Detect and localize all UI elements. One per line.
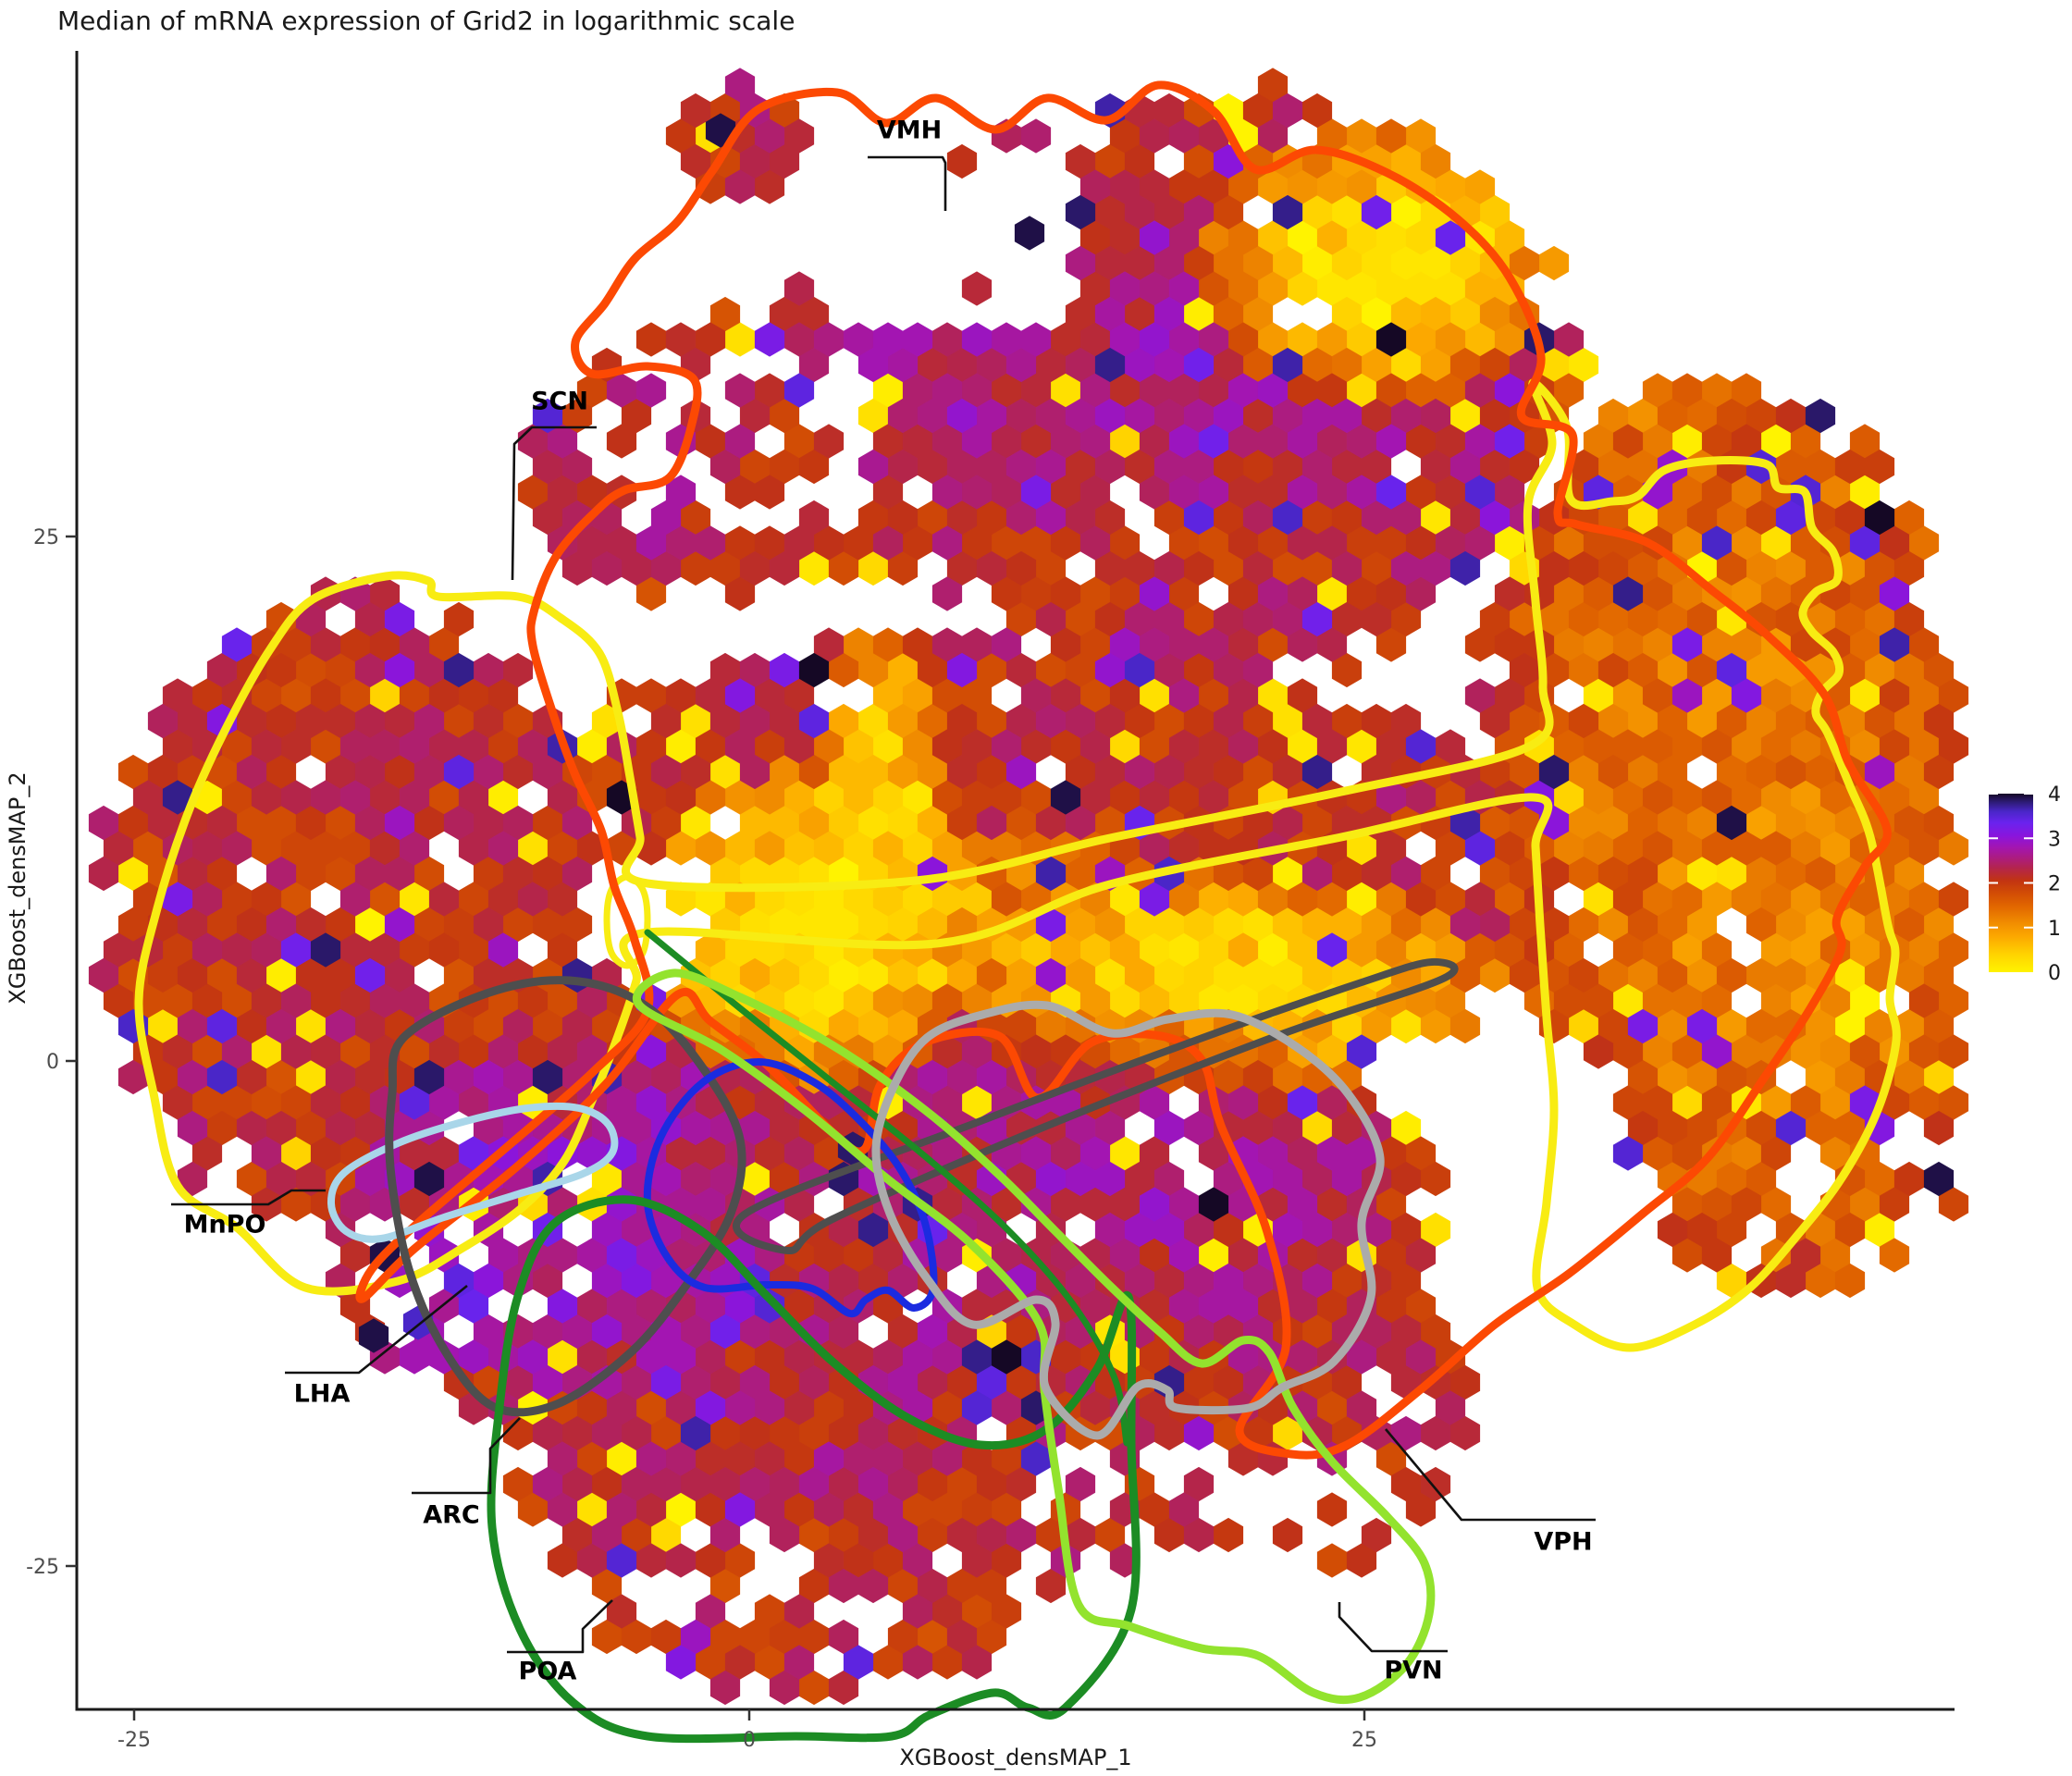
- leader-POA: [507, 1599, 613, 1654]
- region-VPH-outline: [871, 1000, 1385, 1440]
- colorbar-tick-label: 2: [2048, 873, 2061, 896]
- hexbin-color-group: [177, 68, 1540, 1578]
- region-label-ARC: ARC: [423, 1501, 480, 1530]
- hexbin-color-group: [117, 68, 1955, 1680]
- hexbin-color-group: [843, 143, 1940, 1171]
- y-tick-label: 25: [33, 526, 59, 549]
- region-yellow-ring: [603, 873, 651, 969]
- region-label-VMH: VMH: [877, 117, 942, 145]
- region-LHA-outline: [385, 976, 746, 1417]
- region-POA-extension: [644, 929, 1130, 1447]
- region-POA-outline: [487, 1195, 1141, 1744]
- leader-VMH: [868, 155, 947, 211]
- region-label-MnPO: MnPO: [184, 1211, 266, 1240]
- region-MnPO-outline: [327, 1102, 619, 1243]
- region-outlines-layer: [134, 80, 1901, 1744]
- hexbin-color-group: [88, 118, 1496, 1680]
- region-label-SCN: SCN: [531, 388, 588, 416]
- hexbin-color-group: [695, 118, 1940, 1299]
- x-tick-label: 25: [1351, 1729, 1377, 1752]
- hexbin-color-group: [828, 118, 1969, 1299]
- colorbar-tick-label: 1: [2048, 918, 2061, 941]
- hexbin-color-group: [88, 92, 1496, 1680]
- x-tick-label: 0: [743, 1729, 756, 1752]
- region-LHA-extension: [733, 957, 1459, 1255]
- leader-VPH: [1385, 1428, 1596, 1522]
- colorbar-tick-label: 3: [2048, 828, 2061, 851]
- colorbar-tick-label: 4: [2048, 783, 2061, 807]
- plot-title: Median of mRNA expression of Grid2 in lo…: [57, 6, 795, 36]
- region-label-PVN: PVN: [1384, 1657, 1442, 1685]
- annotation-layer: VMH SCN MnPO LHA ARC POA PVN VPH: [171, 117, 1596, 1686]
- hexbin-color-group: [709, 118, 1955, 1069]
- axis-spines: [75, 51, 1955, 1711]
- colorbar-legend: 4 3 2 1 0: [1989, 783, 2061, 985]
- region-label-LHA: LHA: [294, 1380, 351, 1409]
- colorbar-tick-label: 0: [2048, 962, 2061, 985]
- leader-MnPO: [171, 1189, 326, 1206]
- region-label-VPH: VPH: [1534, 1528, 1592, 1557]
- y-axis-label: XGBoost_densMAP_2: [5, 771, 31, 1004]
- hexbin-color-group: [384, 271, 1481, 1502]
- region-label-POA: POA: [519, 1658, 577, 1686]
- axes-layer: -25 0 25 25 0 -25 XGBoost_densMAP_1 XGBoost_d…: [5, 51, 1955, 1770]
- leader-SCN: [511, 426, 597, 581]
- region-yellow-boundary: [134, 378, 1901, 1352]
- region-blue-outline: [643, 1058, 938, 1318]
- x-tick-label: -25: [117, 1729, 151, 1752]
- x-axis-label: XGBoost_densMAP_1: [899, 1745, 1131, 1770]
- leader-PVN: [1338, 1602, 1448, 1653]
- region-PVN-outline: [632, 968, 1436, 1705]
- y-tick-label: 0: [46, 1051, 59, 1074]
- leader-LHA: [285, 1284, 468, 1375]
- hexbin-color-group: [517, 194, 1703, 1553]
- leader-ARC: [412, 1417, 521, 1495]
- tick-layer: -25 0 25 25 0 -25: [26, 526, 1377, 1752]
- y-tick-label: -25: [26, 1556, 59, 1579]
- hexbin-layer: [88, 68, 1969, 1706]
- region-orange-boundary: [355, 80, 1892, 1460]
